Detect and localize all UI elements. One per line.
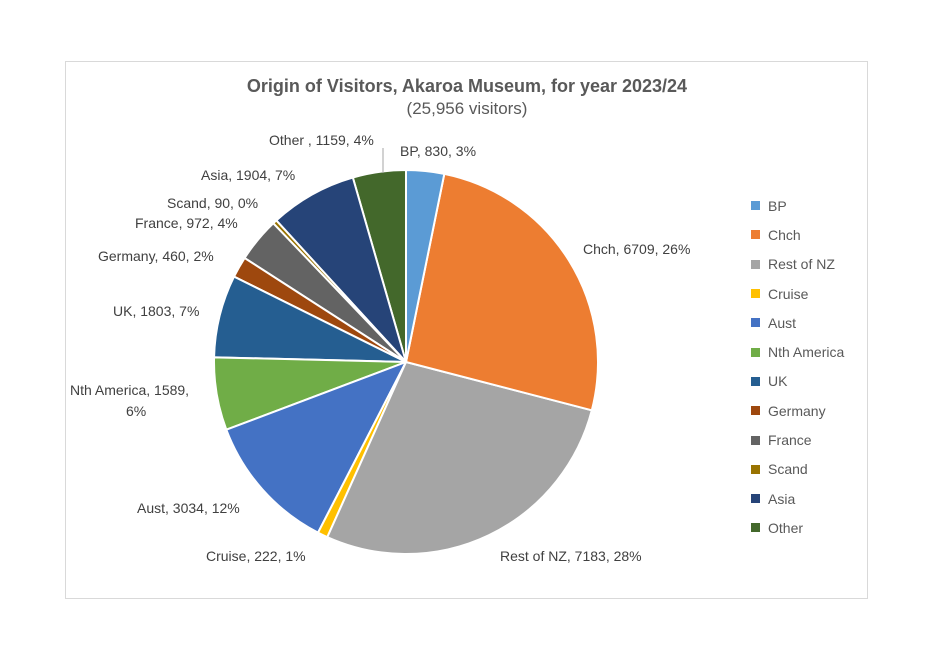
legend-item-nth-america: Nth America: [751, 337, 844, 366]
legend-label: Scand: [768, 461, 808, 478]
legend-label: France: [768, 432, 812, 449]
data-label-chch: Chch, 6709, 26%: [583, 241, 691, 257]
data-label-france: France, 972, 4%: [135, 215, 238, 231]
pie-slice-rest-of-nz: [325, 360, 594, 555]
data-label-scand: Scand, 90, 0%: [167, 195, 259, 211]
legend-item-other: Other: [751, 513, 844, 542]
legend-label: Germany: [768, 402, 826, 419]
chart-legend: BP Chch Rest of NZ Cruise Aust Nth America UK G…: [751, 191, 844, 543]
data-label-rest-of-nz: Rest of NZ, 7183, 28%: [500, 548, 642, 564]
legend-label: Cruise: [768, 285, 809, 302]
legend-label: Aust: [768, 314, 797, 331]
legend-label: Nth America: [768, 344, 845, 361]
legend-label: Other: [768, 519, 804, 536]
legend-swatch-icon: [751, 406, 760, 416]
data-label-germany: Germany, 460, 2%: [98, 248, 214, 264]
legend-item-uk: UK: [751, 367, 844, 396]
pie-slice-chch: [404, 172, 599, 412]
legend-label: UK: [768, 373, 788, 390]
data-label-cruise: Cruise, 222, 1%: [206, 548, 306, 564]
legend-swatch-icon: [751, 464, 760, 474]
pie-slice-aust: [225, 360, 409, 534]
legend-swatch-icon: [751, 435, 760, 445]
legend-swatch-icon: [751, 376, 760, 386]
legend-item-asia: Asia: [751, 484, 844, 513]
legend-item-bp: BP: [751, 191, 844, 220]
legend-item-france: France: [751, 425, 844, 454]
legend-item-cruise: Cruise: [751, 279, 844, 308]
legend-swatch-icon: [751, 318, 760, 328]
legend-swatch-icon: [751, 494, 760, 504]
legend-label: Chch: [768, 226, 801, 243]
legend-swatch-icon: [751, 523, 760, 533]
legend-item-scand: Scand: [751, 455, 844, 484]
legend-swatch-icon: [751, 201, 760, 211]
legend-item-rest-of-nz: Rest of NZ: [751, 250, 844, 279]
legend-label: Asia: [768, 490, 796, 507]
chart-title: Origin of Visitors, Akaroa Museum, for y…: [246, 76, 688, 96]
legend-label: BP: [768, 197, 787, 214]
data-label-other: Other , 1159, 4%: [269, 132, 374, 148]
data-label-aust: Aust, 3034, 12%: [137, 500, 240, 516]
legend-swatch-icon: [751, 347, 760, 357]
data-label-bp: BP, 830, 3%: [400, 143, 477, 159]
legend-swatch-icon: [751, 289, 760, 299]
legend-swatch-icon: [751, 230, 760, 240]
legend-label: Rest of NZ: [768, 256, 835, 273]
pie-slice-bp: [405, 168, 446, 363]
legend-swatch-icon: [751, 259, 760, 269]
data-label-nth-america-pct: 6%: [126, 403, 147, 419]
data-label-asia: Asia, 1904, 7%: [201, 167, 296, 183]
data-label-nth-america: Nth America, 1589,: [70, 382, 190, 398]
chart-subtitle: (25,956 visitors): [406, 99, 528, 118]
legend-item-chch: Chch: [751, 220, 844, 249]
legend-item-aust: Aust: [751, 308, 844, 337]
data-label-uk: UK, 1803, 7%: [113, 303, 200, 319]
legend-item-germany: Germany: [751, 396, 844, 425]
